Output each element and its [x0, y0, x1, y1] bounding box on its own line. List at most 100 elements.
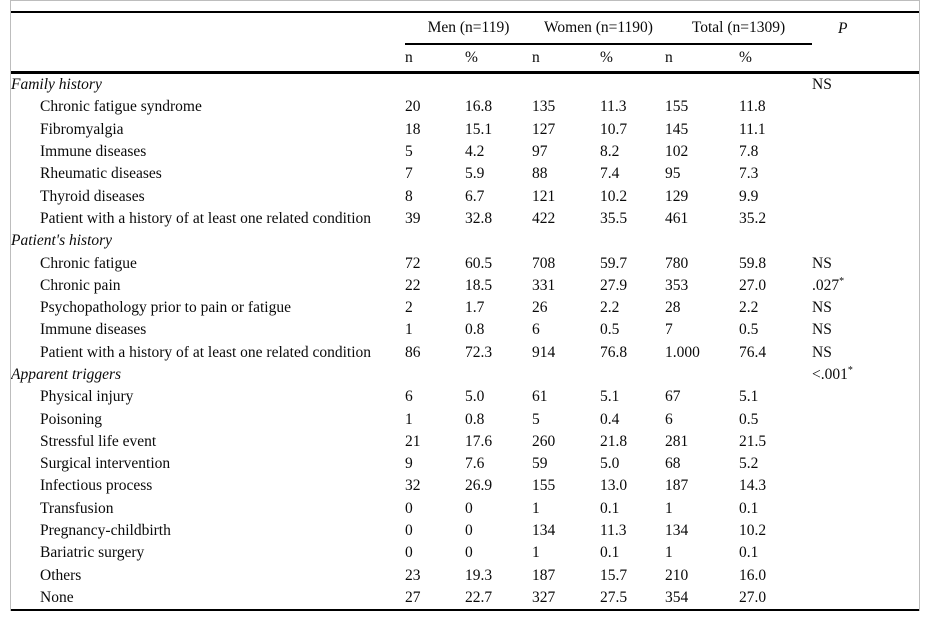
women-pct-cell: 35.5: [600, 209, 628, 227]
women-n-cell: 127: [532, 120, 556, 138]
total-n-cell: 67: [665, 388, 681, 406]
women-n-cell: 155: [532, 477, 556, 495]
total-pct-cell: 0.1: [739, 499, 759, 517]
men-n-cell: 8: [405, 187, 413, 205]
total-n-cell: 461: [665, 209, 689, 227]
total-n-cell: 1: [665, 544, 673, 562]
women-pct-cell: 0.5: [600, 321, 620, 339]
p-value-cell: NS: [812, 254, 832, 272]
men-n-cell: [405, 230, 465, 252]
table-row: Chronic fatigue syndrome 20 16.8 135 11.…: [11, 96, 919, 118]
total-pct-cell: 59.8: [739, 254, 767, 272]
total-n-cell: 210: [665, 566, 689, 584]
total-pct-cell: 7.8: [739, 143, 759, 161]
row-label: Family history: [11, 76, 102, 94]
table-row: Immune diseases 5 4.2 97 8.2 102 7.8: [11, 141, 919, 163]
women-pct-cell: 59.7: [600, 254, 628, 272]
row-label: Immune diseases: [40, 321, 147, 339]
total-n-cell: [665, 73, 739, 97]
women-n-cell: 135: [532, 98, 556, 116]
women-pct-cell: 10.2: [600, 187, 628, 205]
men-n-cell: 0: [405, 522, 413, 540]
men-pct-cell: 6.7: [465, 187, 485, 205]
p-value-cell: NS: [812, 343, 832, 361]
p-value-cell: [812, 230, 919, 252]
total-pct-cell: [739, 73, 812, 97]
men-pct-cell: 0: [465, 499, 473, 517]
men-pct-cell: 32.8: [465, 209, 493, 227]
total-n-cell: [665, 230, 739, 252]
patient-history-table: Men (n=119) Women (n=1190) Total (n=1309…: [11, 11, 920, 612]
men-pct-cell: 7.6: [465, 455, 485, 473]
men-n-cell: 7: [405, 165, 413, 183]
total-pct-cell: 0.5: [739, 410, 759, 428]
women-pct-cell: 15.7: [600, 566, 628, 584]
p-value-cell: NS: [812, 321, 832, 339]
women-n-cell: [532, 230, 600, 252]
row-label: Apparent triggers: [11, 366, 122, 383]
total-pct-cell: 5.2: [739, 455, 759, 473]
p-value-cell: [812, 498, 919, 520]
women-pct-cell: 27.9: [600, 276, 628, 294]
total-n-cell: 1.000: [665, 343, 700, 361]
men-pct-cell: 72.3: [465, 343, 493, 361]
women-pct-cell: 76.8: [600, 343, 628, 361]
row-label: Patient with a history of at least one r…: [40, 343, 372, 361]
total-pct-cell: 14.3: [739, 477, 767, 495]
men-pct-cell: 60.5: [465, 254, 493, 272]
women-n-cell: 97: [532, 143, 548, 161]
total-pct-cell: 27.0: [739, 588, 767, 606]
total-group-header: Total (n=1309): [665, 12, 813, 45]
total-pct-cell: 10.2: [739, 522, 767, 540]
women-n-cell: 914: [532, 343, 556, 361]
table-row: Infectious process 32 26.9 155 13.0 187 …: [11, 475, 919, 497]
men-pct-cell: 5.0: [465, 388, 485, 406]
women-pct-cell: 11.3: [600, 98, 627, 116]
table-body: Family history NS Chronic fatigue syndro…: [11, 73, 919, 611]
row-label: Fibromyalgia: [40, 120, 124, 138]
men-pct-cell: 0.8: [465, 410, 485, 428]
p-value-cell: [812, 431, 919, 453]
total-pct-cell: 76.4: [739, 343, 767, 361]
row-label: Physical injury: [40, 388, 134, 406]
total-n-cell: 187: [665, 477, 689, 495]
p-value-cell: [812, 141, 919, 163]
row-label: Transfusion: [40, 499, 114, 517]
table-row: Chronic fatigue 72 60.5 708 59.7 780 59.…: [11, 252, 919, 274]
total-n-cell: 281: [665, 432, 689, 450]
significance-asterisk: *: [839, 275, 845, 287]
table-row: Pregnancy-childbirth 0 0 134 11.3 134 10…: [11, 520, 919, 542]
row-label: Chronic fatigue: [40, 254, 137, 272]
women-n-cell: 59: [532, 455, 548, 473]
total-n-header: n: [665, 44, 740, 74]
men-n-cell: 86: [405, 343, 421, 361]
p-value-cell: [812, 96, 919, 118]
total-pct-cell: 21.5: [739, 432, 767, 450]
total-n-cell: 102: [665, 143, 689, 161]
table-row: None 27 22.7 327 27.5 354 27.0: [11, 587, 919, 610]
men-n-cell: [405, 73, 465, 97]
women-pct-cell: [600, 364, 665, 386]
women-n-cell: 61: [532, 388, 548, 406]
men-pct-cell: 5.9: [465, 165, 485, 183]
p-value-cell: [812, 587, 919, 610]
p-value-cell: [812, 542, 919, 564]
p-subheader-empty-cell: [812, 44, 920, 74]
row-label: Chronic fatigue syndrome: [40, 98, 202, 116]
table-row: Psychopathology prior to pain or fatigue…: [11, 297, 919, 319]
men-n-cell: 9: [405, 455, 413, 473]
men-n-header: n: [405, 44, 465, 74]
total-n-cell: 68: [665, 455, 681, 473]
total-n-cell: 7: [665, 321, 673, 339]
p-value-cell: [812, 520, 919, 542]
women-pct-cell: 0.4: [600, 410, 620, 428]
women-pct-cell: 13.0: [600, 477, 628, 495]
significance-asterisk: *: [847, 364, 853, 376]
row-label: Pregnancy-childbirth: [40, 522, 171, 540]
men-pct-cell: 22.7: [465, 588, 493, 606]
table-row: Surgical intervention 9 7.6 59 5.0 68 5.…: [11, 453, 919, 475]
women-n-cell: 331: [532, 276, 556, 294]
total-pct-cell: 5.1: [739, 388, 759, 406]
men-pct-cell: 0: [465, 522, 473, 540]
row-label: Chronic pain: [40, 276, 121, 294]
